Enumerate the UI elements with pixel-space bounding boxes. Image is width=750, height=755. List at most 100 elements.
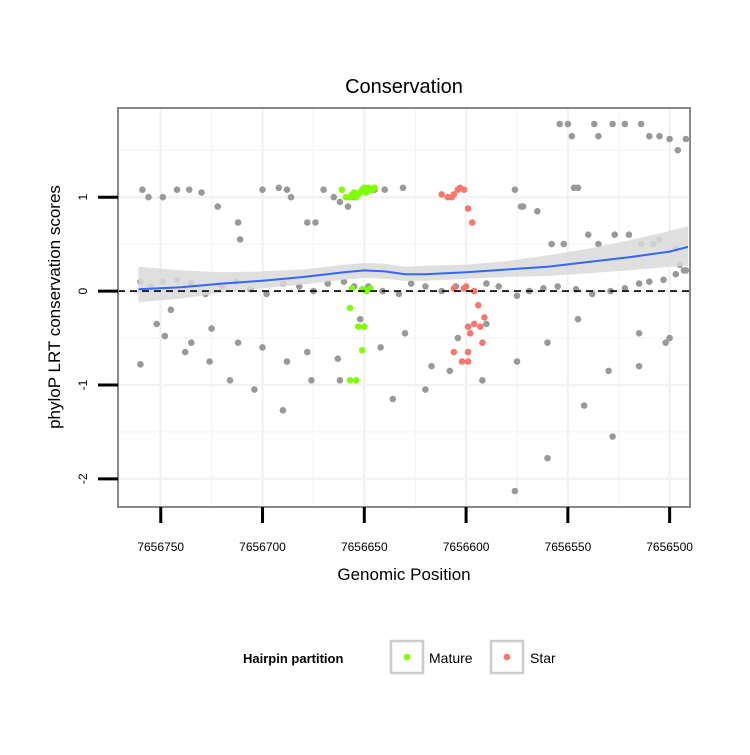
point-other <box>381 186 389 193</box>
point-mature <box>348 285 356 292</box>
point-other <box>544 454 551 462</box>
point-star <box>479 339 486 347</box>
point-other <box>234 219 242 226</box>
point-other <box>591 120 598 128</box>
point-other <box>407 280 415 287</box>
point-star <box>462 283 470 290</box>
point-other <box>548 240 555 248</box>
point-other <box>680 267 688 274</box>
point-other <box>660 276 667 284</box>
point-other <box>625 231 633 238</box>
point-other <box>336 377 344 384</box>
point-other <box>275 184 283 192</box>
point-other <box>564 120 572 128</box>
legend-label-mature: Mature <box>429 650 473 666</box>
point-other <box>635 362 643 370</box>
point-other <box>666 135 673 143</box>
point-other <box>422 283 429 290</box>
point-other <box>161 332 169 340</box>
point-other <box>377 344 384 351</box>
point-other <box>483 320 490 328</box>
point-other <box>153 320 160 328</box>
x-tick-label: 7656500 <box>646 540 693 554</box>
point-other <box>139 186 146 193</box>
x-tick-label: 7656600 <box>443 540 490 554</box>
x-axis-label: Genomic Position <box>337 565 470 584</box>
point-other <box>554 283 561 290</box>
point-other <box>308 377 315 384</box>
point-other <box>320 186 327 193</box>
point-other <box>304 219 311 226</box>
point-other <box>208 325 215 332</box>
point-other <box>226 377 234 384</box>
x-tick-label: 7656750 <box>137 540 184 554</box>
point-other <box>188 339 195 347</box>
point-mature <box>338 186 346 193</box>
point-star <box>468 219 476 226</box>
point-star <box>458 358 466 365</box>
point-other <box>401 330 409 337</box>
point-other <box>479 377 486 384</box>
point-other <box>674 146 682 154</box>
point-other <box>330 193 338 201</box>
point-other <box>534 208 541 215</box>
point-other <box>438 287 446 295</box>
point-other <box>682 135 690 143</box>
point-mature <box>346 377 354 384</box>
point-other <box>605 367 612 375</box>
point-other <box>395 290 403 298</box>
point-other <box>560 240 568 248</box>
x-tick-label: 7656700 <box>239 540 286 554</box>
point-other <box>609 120 616 128</box>
point-star <box>466 330 474 337</box>
point-star <box>438 191 446 198</box>
point-other <box>234 339 242 347</box>
point-other <box>185 186 193 193</box>
point-other <box>635 280 643 287</box>
point-other <box>646 132 653 140</box>
point-other <box>611 231 618 238</box>
y-axis-label: phyloP LRT conservation scores <box>45 185 64 429</box>
point-star <box>450 348 458 356</box>
point-mature <box>352 377 360 384</box>
point-other <box>304 348 311 356</box>
point-other <box>399 184 407 192</box>
point-other <box>513 292 521 300</box>
point-other <box>334 355 342 363</box>
point-mature <box>359 346 366 354</box>
point-other <box>279 407 287 414</box>
point-star <box>475 301 482 309</box>
panel-border <box>117 107 691 508</box>
point-other <box>422 386 429 393</box>
x-tick-label: 7656550 <box>545 540 592 554</box>
point-other <box>574 315 582 323</box>
point-other <box>389 395 397 403</box>
point-other <box>198 189 205 196</box>
point-other <box>287 193 295 201</box>
point-other <box>513 358 521 365</box>
point-other <box>344 203 352 210</box>
point-star <box>448 193 456 201</box>
point-other <box>637 120 645 128</box>
point-star <box>464 323 472 331</box>
point-other <box>621 285 629 292</box>
x-tick-label: 7656650 <box>341 540 388 554</box>
point-star <box>470 320 478 328</box>
point-other <box>259 344 266 351</box>
point-other <box>621 120 629 128</box>
point-other <box>635 330 643 337</box>
point-other <box>544 339 551 347</box>
point-other <box>167 306 175 314</box>
legend-title: Hairpin partition <box>243 651 343 666</box>
point-mature <box>361 323 368 331</box>
point-other <box>283 358 291 365</box>
point-other <box>312 219 319 226</box>
point-other <box>181 348 189 356</box>
point-other <box>259 186 266 193</box>
legend-label-star: Star <box>530 650 556 666</box>
y-tick-label: -1 <box>76 379 90 390</box>
point-mature <box>371 184 378 192</box>
confidence-ribbon <box>138 226 688 303</box>
